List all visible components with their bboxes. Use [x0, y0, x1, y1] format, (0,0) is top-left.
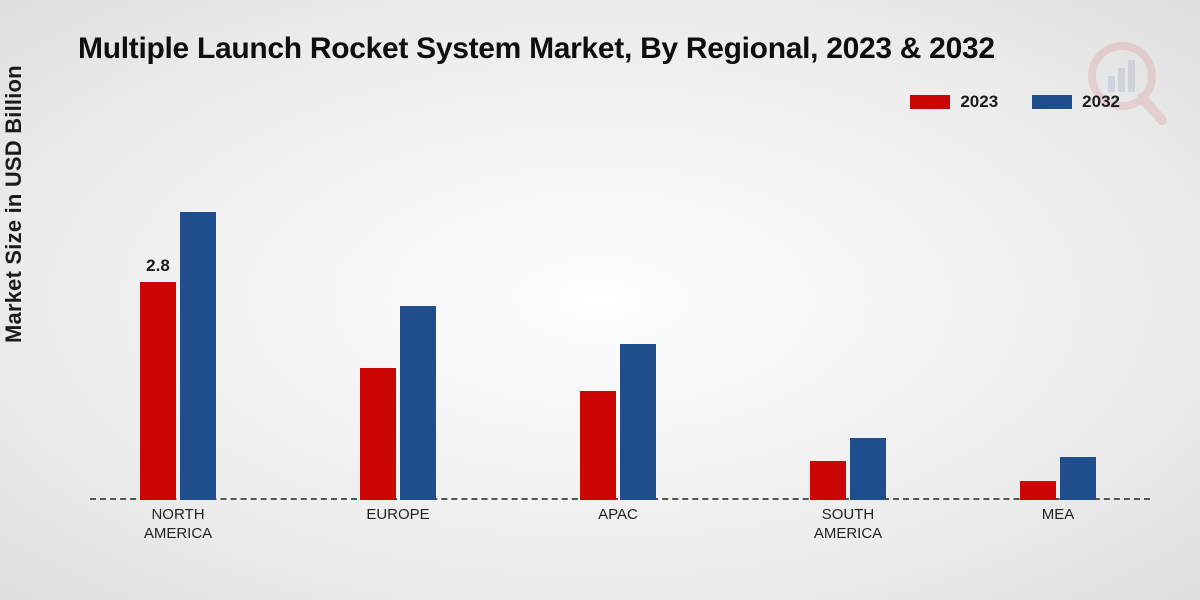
legend-label-2032: 2032 — [1082, 92, 1120, 112]
xaxis-label: MEA — [988, 506, 1128, 525]
bar-2032 — [620, 344, 656, 500]
bar-2023 — [580, 391, 616, 500]
xaxis-label: APAC — [548, 506, 688, 525]
legend-swatch-2023 — [910, 95, 950, 109]
bar-2023 — [810, 461, 846, 500]
legend-label-2023: 2023 — [960, 92, 998, 112]
xaxis-label: NORTHAMERICA — [108, 506, 248, 544]
xaxis: NORTHAMERICA EUROPE APAC SOUTHAMERICA MEA — [90, 506, 1150, 566]
legend-swatch-2032 — [1032, 95, 1072, 109]
legend-item-2032: 2032 — [1032, 92, 1120, 112]
xaxis-label: EUROPE — [328, 506, 468, 525]
bar-2023 — [360, 368, 396, 500]
bar-2023 — [140, 282, 176, 500]
xaxis-label: SOUTHAMERICA — [778, 506, 918, 544]
bar-2032 — [400, 306, 436, 500]
legend-item-2023: 2023 — [910, 92, 998, 112]
chart-title: Multiple Launch Rocket System Market, By… — [78, 32, 995, 66]
plot-area: 2.8 — [90, 150, 1150, 500]
watermark-logo-icon — [1080, 38, 1170, 133]
bar-value-label: 2.8 — [128, 256, 188, 276]
bar-2032 — [1060, 457, 1096, 500]
yaxis-label: Market Size in USD Billion — [1, 65, 27, 343]
legend: 2023 2032 — [910, 92, 1120, 112]
bar-2023 — [1020, 481, 1056, 500]
bar-2032 — [850, 438, 886, 500]
